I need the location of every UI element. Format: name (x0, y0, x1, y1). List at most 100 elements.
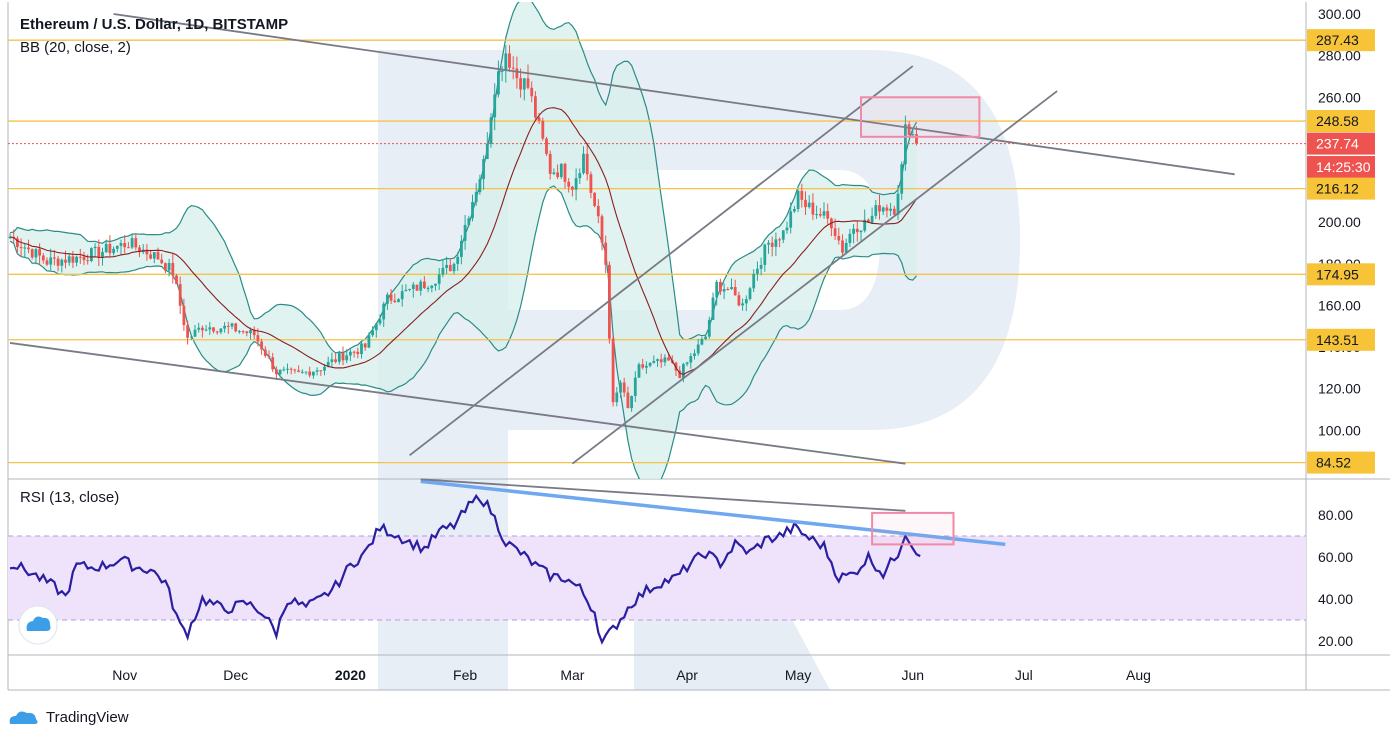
candle[interactable] (859, 230, 863, 233)
candle[interactable] (352, 351, 356, 353)
candle[interactable] (38, 249, 41, 256)
candle[interactable] (582, 153, 585, 174)
candle[interactable] (741, 303, 744, 306)
tradingview-footer[interactable]: TradingView (8, 704, 129, 730)
candle[interactable] (434, 283, 437, 286)
trend-line[interactable] (571, 90, 1058, 465)
candle[interactable] (833, 228, 837, 237)
candle[interactable] (863, 219, 867, 231)
candle[interactable] (826, 211, 830, 219)
candle[interactable] (27, 247, 30, 250)
candle[interactable] (441, 267, 445, 275)
highlight-box[interactable] (860, 96, 981, 138)
candle[interactable] (293, 369, 297, 371)
candle[interactable] (815, 214, 818, 216)
candle[interactable] (793, 208, 796, 212)
candle[interactable] (67, 256, 71, 263)
candle[interactable] (149, 254, 152, 259)
candle[interactable] (186, 325, 189, 338)
candle[interactable] (756, 268, 759, 274)
candle[interactable] (870, 215, 874, 223)
candle[interactable] (404, 289, 408, 292)
candle[interactable] (156, 252, 160, 260)
cloud-logo-button[interactable] (18, 605, 58, 645)
candle[interactable] (526, 78, 530, 88)
candle[interactable] (219, 328, 223, 333)
candle[interactable] (437, 274, 441, 284)
candle[interactable] (101, 252, 104, 258)
candle[interactable] (363, 343, 367, 348)
candle[interactable] (722, 289, 726, 292)
candle[interactable] (230, 323, 234, 327)
candle[interactable] (748, 288, 752, 300)
bb-lower-line[interactable] (9, 185, 917, 494)
candle[interactable] (545, 138, 548, 154)
candle[interactable] (818, 214, 822, 216)
candle[interactable] (752, 273, 756, 289)
candle[interactable] (915, 134, 918, 144)
rsi-line[interactable] (9, 493, 921, 645)
candle[interactable] (844, 242, 848, 253)
candle[interactable] (767, 242, 770, 245)
candle[interactable] (504, 53, 508, 71)
candle[interactable] (241, 331, 245, 333)
candle[interactable] (127, 247, 130, 249)
candle[interactable] (593, 192, 596, 206)
candle[interactable] (556, 172, 559, 178)
candle[interactable] (522, 78, 526, 90)
candle[interactable] (386, 294, 389, 304)
candle[interactable] (541, 120, 545, 139)
candle[interactable] (171, 262, 175, 276)
candle[interactable] (90, 248, 93, 261)
candle[interactable] (382, 303, 386, 320)
candle[interactable] (530, 87, 534, 97)
candle[interactable] (497, 71, 500, 95)
candle[interactable] (393, 300, 397, 303)
candle[interactable] (315, 370, 319, 372)
price-pane[interactable] (8, 0, 1306, 494)
candle[interactable] (34, 249, 38, 258)
candle[interactable] (152, 252, 156, 259)
candle[interactable] (19, 247, 23, 249)
candle[interactable] (648, 362, 652, 366)
candle[interactable] (234, 323, 238, 332)
candle[interactable] (323, 366, 326, 371)
candle[interactable] (874, 205, 878, 216)
candle[interactable] (515, 68, 519, 79)
time-axis[interactable]: Nov Dec 2020 Feb Mar Apr May Jun Jul Aug (112, 667, 1151, 683)
candle[interactable] (341, 353, 345, 361)
candle[interactable] (215, 331, 219, 333)
rsi-axis[interactable]: 20.00 40.00 60.00 80.00 (1318, 507, 1353, 649)
candle[interactable] (848, 233, 852, 243)
candle[interactable] (452, 263, 456, 272)
candle[interactable] (193, 329, 197, 337)
candle[interactable] (656, 359, 659, 361)
candle[interactable] (53, 257, 56, 259)
candle[interactable] (334, 359, 337, 362)
candle[interactable] (841, 240, 844, 253)
candle[interactable] (552, 172, 556, 174)
candle[interactable] (115, 245, 119, 249)
candle[interactable] (326, 361, 330, 367)
candle[interactable] (312, 371, 315, 376)
candle[interactable] (319, 370, 323, 372)
candle[interactable] (485, 143, 489, 160)
bb-basis-line[interactable] (9, 107, 917, 375)
candle[interactable] (730, 287, 733, 290)
candle[interactable] (789, 211, 793, 228)
candle[interactable] (297, 370, 300, 372)
candle[interactable] (822, 211, 826, 216)
candle[interactable] (178, 284, 182, 306)
candle[interactable] (474, 192, 478, 203)
bb-indicator-label[interactable]: BB (20, close, 2) (20, 39, 131, 56)
candle[interactable] (633, 377, 637, 397)
candle[interactable] (567, 181, 571, 187)
candle[interactable] (696, 344, 700, 354)
candle[interactable] (785, 227, 789, 231)
candle[interactable] (300, 371, 304, 373)
candle[interactable] (589, 174, 593, 193)
candle[interactable] (41, 255, 45, 261)
candle[interactable] (226, 325, 230, 327)
candle[interactable] (345, 355, 349, 361)
